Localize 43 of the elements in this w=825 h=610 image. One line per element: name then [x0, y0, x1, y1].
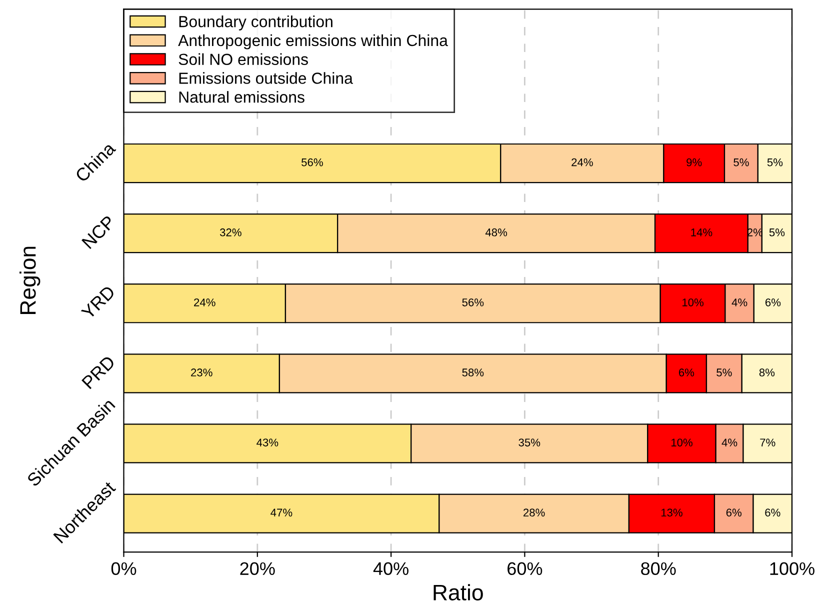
data-label: 10% [671, 438, 692, 446]
x-tick-label: 60% [508, 562, 542, 576]
data-label: 6% [678, 368, 694, 376]
data-label: 8% [759, 368, 775, 376]
data-label: 28% [523, 508, 545, 517]
data-label: 5% [767, 158, 783, 166]
legend-label: Anthropogenic emissions within China [178, 34, 448, 50]
data-label: 43% [256, 438, 278, 446]
data-label: 10% [682, 298, 704, 306]
x-tick-label: 40% [373, 562, 408, 576]
data-label: 23% [191, 368, 212, 376]
data-label: 32% [220, 228, 242, 236]
data-label: 4% [732, 298, 748, 306]
x-tick-label: 100% [770, 562, 814, 576]
legend-label: Emissions outside China [179, 72, 353, 84]
y-tick-label: YRD [80, 285, 116, 320]
data-label: 48% [485, 228, 508, 236]
data-label: 56% [302, 158, 323, 166]
data-label: 7% [760, 438, 776, 446]
data-label: 9% [686, 158, 702, 166]
data-label: 6% [765, 508, 780, 517]
x-tick-label: 20% [240, 562, 275, 576]
data-label: 24% [194, 298, 216, 306]
data-label: 13% [661, 508, 682, 517]
data-label: 58% [462, 368, 484, 376]
y-axis-title: Region [20, 246, 40, 314]
data-label: 35% [518, 438, 540, 446]
legend-label: Boundary contribution [179, 16, 332, 30]
data-label: 5% [769, 228, 785, 236]
data-label: 4% [722, 438, 738, 446]
x-axis-title: Ratio [434, 584, 483, 600]
legend-label: Natural emissions [179, 91, 304, 103]
data-label: 5% [734, 158, 749, 166]
data-label: 5% [716, 368, 732, 376]
data-label: 6% [765, 298, 781, 306]
data-label: 6% [726, 508, 742, 517]
x-tick-label: 80% [641, 562, 676, 576]
data-label: 14% [691, 228, 712, 236]
data-label: 56% [462, 298, 484, 306]
data-label: 47% [270, 508, 292, 516]
legend-label: Soil NO emissions [178, 53, 308, 66]
data-label: 24% [572, 158, 593, 166]
x-tick-label: 0% [111, 562, 136, 576]
